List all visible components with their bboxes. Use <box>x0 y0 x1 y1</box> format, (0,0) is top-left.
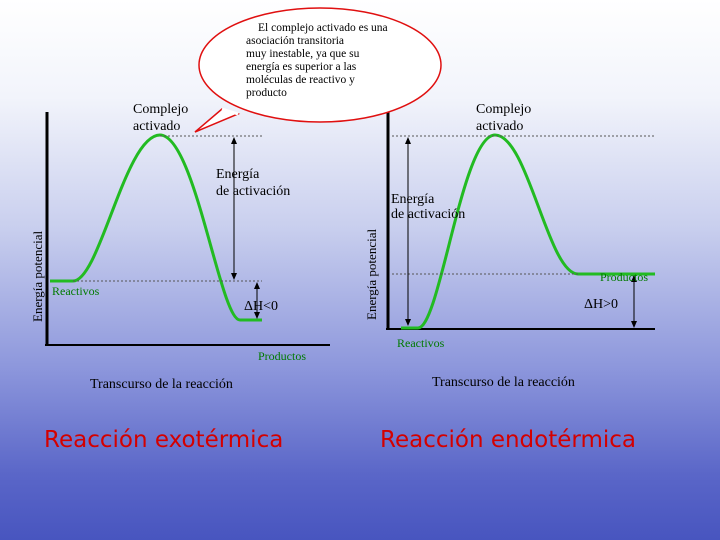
bubble-line: energía es superior a las <box>246 61 357 73</box>
left-energy-curve <box>50 133 262 322</box>
right-complex-label-line1: Complejo <box>476 102 532 117</box>
right-ea-label-line2: de activación <box>391 207 466 222</box>
right-energy-curve <box>401 133 655 330</box>
left-x-axis-label: Transcurso de la reacción <box>90 377 233 392</box>
callout-bubble <box>198 7 442 123</box>
bubble-text: El complejo activado es una asociación t… <box>246 22 406 100</box>
left-y-axis-label: Energía potencial <box>30 230 45 322</box>
left-dh-label: ΔH<0 <box>244 299 279 314</box>
left-title: Reacción exotérmica <box>44 427 284 453</box>
right-complex-label-line2: activado <box>476 119 524 134</box>
bubble-line: producto <box>246 87 287 99</box>
left-ea-label-line2: de activación <box>216 184 291 199</box>
bubble-line: muy inestable, ya que su <box>246 48 360 60</box>
right-ea-label-line1: Energía <box>391 192 435 207</box>
left-complex-label-line1: Complejo <box>133 102 189 117</box>
right-reactants-label: Reactivos <box>397 336 445 350</box>
right-y-axis-label: Energía potencial <box>364 228 379 320</box>
right-x-axis-label: Transcurso de la reacción <box>432 375 575 390</box>
left-products-label: Productos <box>258 349 306 363</box>
bubble-line: El complejo activado es una <box>258 22 388 34</box>
right-dh-label: ΔH>0 <box>584 297 619 312</box>
bubble-line: moléculas de reactivo y <box>246 74 355 86</box>
left-complex-label-line2: activado <box>133 119 181 134</box>
bubble-line: asociación transitoria <box>246 35 345 47</box>
right-title: Reacción endotérmica <box>380 427 636 453</box>
right-products-label: Productos <box>600 270 648 284</box>
left-reactants-label: Reactivos <box>52 284 100 298</box>
left-ea-label-line1: Energía <box>216 167 260 182</box>
